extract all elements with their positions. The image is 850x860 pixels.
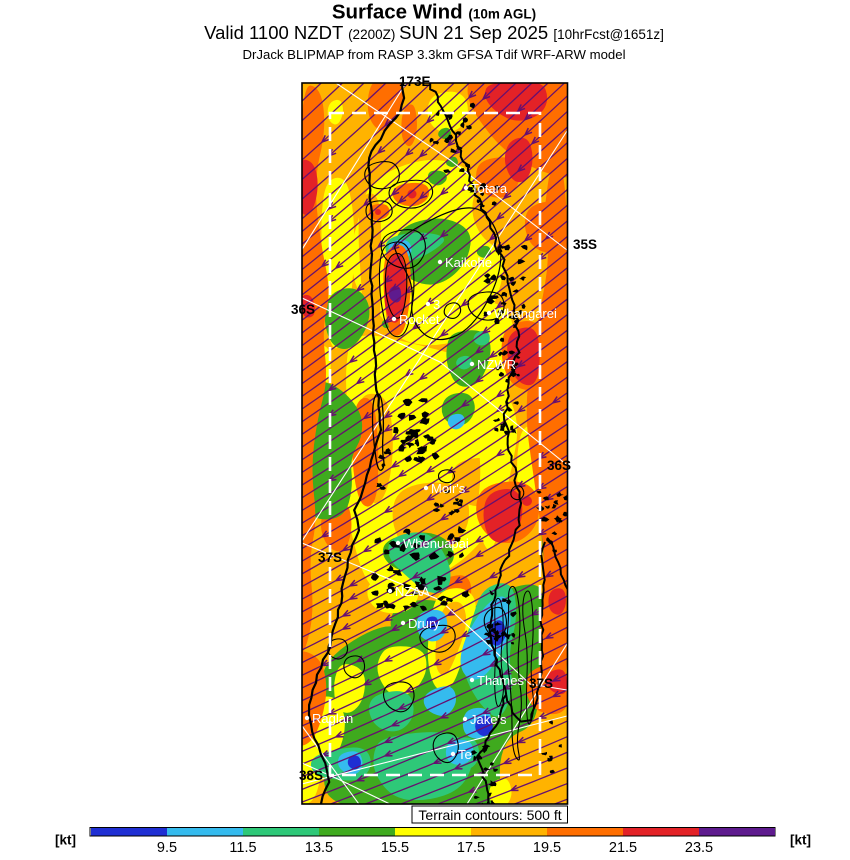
svg-text:Surface Wind (10m AGL): Surface Wind (10m AGL) — [332, 1, 536, 24]
svg-text:37S: 37S — [318, 550, 342, 565]
svg-text:Rocket: Rocket — [399, 312, 440, 327]
svg-text:Drury: Drury — [408, 616, 440, 631]
svg-text:11.5: 11.5 — [229, 840, 256, 856]
svg-text:Thames: Thames — [477, 673, 524, 688]
svg-text:15.5: 15.5 — [381, 840, 409, 856]
svg-text:Terrain contours: 500 ft: Terrain contours: 500 ft — [418, 807, 561, 823]
svg-text:19.5: 19.5 — [533, 840, 561, 856]
svg-text:NZWR: NZWR — [477, 357, 516, 372]
svg-text:NZAA: NZAA — [395, 584, 430, 599]
svg-text:Jake's: Jake's — [470, 712, 507, 727]
svg-text:[kt]: [kt] — [55, 833, 76, 848]
svg-text:Whangarei: Whangarei — [494, 306, 557, 321]
svg-text:3: 3 — [433, 297, 440, 312]
svg-text:173E: 173E — [399, 74, 431, 89]
svg-text:DrJack BLIPMAP from RASP 3.3km: DrJack BLIPMAP from RASP 3.3km GFSA Tdif… — [242, 47, 625, 62]
svg-text:38S: 38S — [299, 768, 323, 783]
svg-text:37S: 37S — [529, 676, 553, 691]
svg-text:Raglan: Raglan — [312, 711, 353, 726]
svg-text:Valid 1100 NZDT (2200Z) SUN 21: Valid 1100 NZDT (2200Z) SUN 21 Sep 2025 … — [204, 22, 664, 43]
svg-text:[kt]: [kt] — [790, 833, 811, 848]
svg-text:35S: 35S — [573, 237, 597, 252]
svg-text:9.5: 9.5 — [157, 840, 177, 856]
svg-text:Te: Te — [458, 747, 472, 762]
svg-text:Whenuapai: Whenuapai — [403, 536, 469, 551]
svg-text:36S: 36S — [547, 458, 571, 473]
svg-text:Totara: Totara — [471, 181, 508, 196]
svg-text:17.5: 17.5 — [457, 840, 485, 856]
svg-text:13.5: 13.5 — [305, 840, 333, 856]
svg-text:Kaikohe: Kaikohe — [445, 255, 492, 270]
svg-text:23.5: 23.5 — [685, 840, 713, 856]
svg-text:Moir's: Moir's — [431, 481, 466, 496]
svg-text:21.5: 21.5 — [609, 840, 637, 856]
svg-text:36S: 36S — [291, 302, 315, 317]
